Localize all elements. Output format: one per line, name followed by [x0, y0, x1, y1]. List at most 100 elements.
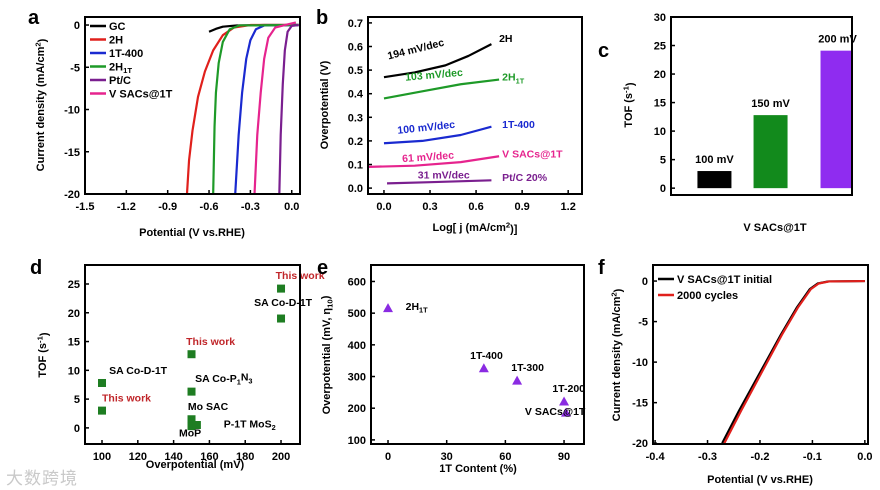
- x-tick-label: -0.3: [698, 451, 717, 463]
- series-name-label: 1T-400: [502, 119, 535, 131]
- y-axis-label: Current density (mA/cm2​): [34, 38, 49, 171]
- y-tick-label: 0.3: [348, 112, 363, 124]
- series-line-1: [723, 279, 865, 444]
- y-tick-label: -10: [632, 357, 648, 369]
- point-label: V SACs@1T: [525, 406, 586, 418]
- y-tick-label: 600: [348, 276, 366, 288]
- x-axis-label: Potential (V vs.RHE): [139, 227, 245, 239]
- y-tick-label: 0.1: [348, 160, 363, 172]
- x-tick-label: 160: [200, 451, 218, 463]
- y-tick-label: 0: [74, 423, 80, 435]
- x-tick-label: 30: [441, 451, 453, 463]
- x-axis-label: Overpotential (mV): [146, 459, 245, 471]
- slope-label: 100 mV/dec: [397, 119, 456, 137]
- slope-label: 194 mV/dec: [386, 37, 445, 63]
- scatter-point: [559, 396, 570, 406]
- y-tick-label: 30: [654, 12, 666, 24]
- series-name-label: 2H: [499, 33, 512, 45]
- panel-f: f -0.4 -0.3 -0.2 -0.1 0.0 0 -5 -10 -15 -20 Potentia…: [598, 257, 873, 486]
- y-tick-label: -15: [64, 147, 80, 159]
- scatter-point: [187, 415, 196, 424]
- x-tick-label: -0.9: [158, 201, 177, 213]
- y-tick-label: 15: [68, 337, 80, 349]
- point-label: 1T-400: [470, 350, 503, 362]
- x-tick-label: 180: [236, 451, 254, 463]
- scatter-point: [277, 314, 286, 323]
- point-label: SA Co-D-1T: [109, 365, 168, 377]
- plot-area: [368, 43, 500, 185]
- y-tick-label: 0: [74, 20, 80, 32]
- x-tick-label: -0.6: [200, 201, 219, 213]
- series-line-0: [721, 279, 865, 444]
- y-axis-label: Overpotential (V): [319, 60, 331, 149]
- panel-letter: b: [316, 7, 328, 29]
- bar: [697, 171, 732, 189]
- x-tick-label: -0.2: [750, 451, 769, 463]
- y-tick-label: -10: [64, 105, 80, 117]
- x-axis-label: V SACs@1T: [743, 222, 807, 234]
- y-tick-label: -20: [632, 438, 648, 450]
- scatter-point: [187, 387, 196, 396]
- x-tick-label: 200: [272, 451, 290, 463]
- y-tick-label: 20: [68, 308, 80, 320]
- x-tick-label: 1.2: [561, 201, 576, 213]
- plot-frame: [370, 264, 585, 445]
- legend-label: Pt/C: [109, 75, 131, 87]
- x-tick-label: -0.3: [241, 201, 260, 213]
- y-tick-label: 200: [348, 403, 366, 415]
- panel-letter: c: [598, 40, 609, 62]
- legend-label: 2H: [109, 35, 123, 47]
- y-tick-label: -15: [632, 398, 648, 410]
- y-axis-label: TOF (s-1​): [622, 82, 637, 127]
- panel-e: e 0 30 60 90 100 200 300 400 500 600 1T Content (%)…: [317, 257, 586, 475]
- x-tick-label: 100: [93, 451, 111, 463]
- series-name-label: V SACs@1T: [502, 148, 563, 160]
- x-axis-label: 1T Content (%): [439, 463, 517, 475]
- legend-label: 2000 cycles: [677, 290, 738, 302]
- series-line-4: [278, 23, 299, 194]
- plot-frame: [367, 16, 583, 195]
- x-tick-label: -1.2: [117, 201, 136, 213]
- y-tick-label: 15: [654, 98, 666, 110]
- slope-label: 103 mV/dec: [405, 67, 464, 84]
- x-tick-label: -0.1: [803, 451, 822, 463]
- y-tick-label: -20: [64, 189, 80, 201]
- scatter-point: [98, 406, 107, 415]
- x-tick-label: 0.9: [514, 201, 529, 213]
- y-tick-label: 0.4: [348, 89, 364, 101]
- plot-area: [697, 50, 852, 189]
- series-line-5: [253, 21, 297, 194]
- legend-label: GC: [109, 21, 126, 33]
- point-label: SA Co-D-1T: [254, 297, 313, 309]
- scatter-point: [478, 363, 489, 373]
- x-tick-label: 140: [164, 451, 182, 463]
- x-tick-label: 120: [129, 451, 147, 463]
- series-line-0: [383, 43, 492, 79]
- x-tick-label: -1.5: [76, 201, 95, 213]
- y-axis-label: Overpotential (mV, η10​): [320, 295, 335, 414]
- x-tick-label: 0.0: [376, 201, 391, 213]
- y-tick-label: 10: [654, 126, 666, 138]
- series-line-4: [387, 179, 492, 185]
- panel-d: d 100 120 140 160 180 200 0 5 10 15 20 25 Overpotenti…: [30, 257, 325, 471]
- y-tick-label: 500: [348, 308, 366, 320]
- y-tick-label: 25: [68, 279, 80, 291]
- scatter-point: [187, 350, 196, 359]
- bar-label: 100 mV: [695, 154, 734, 166]
- scatter-point: [512, 375, 523, 385]
- scatter-point: [383, 303, 394, 313]
- bar: [753, 115, 788, 189]
- series-name-label: Pt/C 20%: [502, 172, 548, 184]
- bar: [820, 50, 852, 189]
- y-tick-label: 100: [348, 435, 366, 447]
- panel-letter: a: [28, 7, 40, 29]
- slope-label: 31 mV/dec: [418, 170, 470, 182]
- scatter-point: [192, 421, 201, 430]
- legend-label: V SACs@1T: [109, 89, 173, 101]
- scatter-point: [98, 378, 107, 387]
- plot-area: [721, 279, 865, 444]
- y-tick-label: 25: [654, 41, 666, 53]
- y-tick-label: 20: [654, 69, 666, 81]
- y-tick-label: 5: [660, 155, 666, 167]
